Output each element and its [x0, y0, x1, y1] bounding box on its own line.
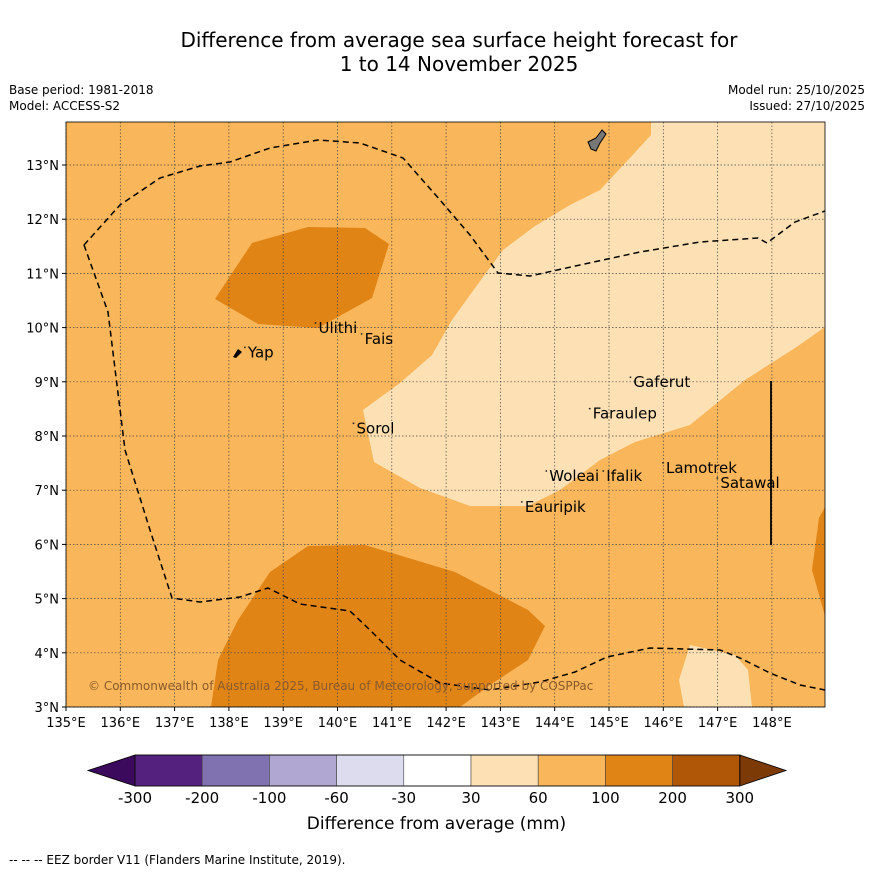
- title-line-1: Difference from average sea surface heig…: [180, 28, 738, 52]
- colorbar-extend-low: [86, 754, 136, 787]
- lat-tick-label: 3°N: [35, 701, 60, 716]
- eez-footnote: -- -- -- EEZ border V11 (Flanders Marine…: [9, 853, 346, 867]
- yap-island-icon: [233, 349, 242, 358]
- lat-tick-label: 11°N: [26, 267, 59, 282]
- lat-tick-label: 10°N: [26, 322, 59, 337]
- island-dot: [545, 470, 548, 472]
- region-100-200-south: [211, 545, 545, 707]
- lon-tick-label: 138°E: [209, 716, 249, 731]
- page-title: Difference from average sea surface heig…: [0, 28, 873, 76]
- colorbar-segment: [672, 754, 741, 787]
- lon-tick-label: 148°E: [752, 716, 792, 731]
- colorbar-tick-label: 100: [591, 789, 620, 807]
- place-label-woleai: Woleai: [549, 467, 599, 485]
- island-dot: [360, 332, 363, 335]
- place-label-ulithi: Ulithi: [318, 319, 357, 337]
- colorbar: -300 -200 -100 -60 -30 30 60 100 200 300: [86, 754, 788, 807]
- lon-tick-label: 142°E: [426, 716, 466, 731]
- colorbar-tick-label: -100: [252, 789, 286, 807]
- lon-tick-label: 137°E: [155, 716, 195, 731]
- lon-tick-label: 140°E: [318, 716, 358, 731]
- place-labels: Yap Ulithi Fais Sorol Gaferut Faraulep Woleai I…: [244, 319, 780, 516]
- colorbar-segment: [605, 754, 673, 787]
- island-dot: [314, 322, 317, 324]
- colorbar-tick-label: -30: [392, 789, 417, 807]
- lat-tick-label: 7°N: [35, 484, 60, 499]
- longitude-ticks: 135°E 136°E 137°E 138°E 139°E 140°E 141°E 142°E…: [46, 707, 792, 731]
- lon-tick-label: 141°E: [372, 716, 412, 731]
- island-dot: [244, 346, 246, 349]
- region-30-60-north: [363, 122, 825, 506]
- island-dot: [662, 461, 664, 464]
- colorbar-tick-label: -200: [185, 789, 219, 807]
- place-label-sorol: Sorol: [357, 419, 395, 437]
- map-frame: [65, 121, 826, 708]
- title-line-2: 1 to 14 November 2025: [339, 52, 579, 76]
- region-30-60-south: [679, 645, 752, 707]
- colorbar-segment: [403, 754, 472, 787]
- issued-date: Issued: 27/10/2025: [749, 99, 865, 113]
- island-dot: [588, 407, 591, 410]
- colorbar-segment: [201, 754, 270, 787]
- region-100-200-east: [812, 507, 825, 616]
- place-label-yap: Yap: [247, 343, 274, 361]
- colorbar-tick-label: 200: [658, 789, 687, 807]
- lat-tick-label: 12°N: [26, 213, 59, 228]
- base-period: Base period: 1981-2018: [9, 83, 154, 97]
- colorbar-tick-label: 30: [461, 789, 480, 807]
- colorbar-segment: [336, 754, 405, 787]
- island-dot: [602, 470, 605, 472]
- lat-tick-label: 6°N: [35, 538, 60, 553]
- lon-tick-label: 143°E: [481, 716, 521, 731]
- model-name: Model: ACCESS-S2: [9, 99, 121, 113]
- island-dot: [629, 376, 632, 379]
- lat-tick-label: 8°N: [35, 430, 60, 445]
- lon-tick-label: 145°E: [589, 716, 629, 731]
- place-label-lamotrek: Lamotrek: [666, 459, 737, 477]
- colorbar-tick-label: -60: [324, 789, 349, 807]
- colorbar-frame: [134, 754, 741, 787]
- place-label-faraulep: Faraulep: [593, 405, 657, 423]
- lat-tick-label: 5°N: [35, 593, 60, 608]
- colorbar-tick-label: 60: [529, 789, 548, 807]
- place-label-eauripik: Eauripik: [525, 498, 586, 516]
- place-label-ifalik: Ifalik: [606, 467, 642, 485]
- latitude-ticks: 3°N 4°N 5°N 6°N 7°N 8°N 9°N 10°N 11°N 12°N 13°N: [26, 159, 66, 716]
- lon-tick-label: 136°E: [101, 716, 141, 731]
- colorbar-segment: [470, 754, 539, 787]
- model-run: Model run: 25/10/2025: [727, 83, 865, 97]
- island-dot: [716, 477, 719, 479]
- copyright-text: © Commonwealth of Australia 2025, Bureau…: [88, 679, 593, 693]
- lon-tick-label: 139°E: [263, 716, 303, 731]
- lat-tick-label: 9°N: [35, 376, 60, 391]
- guam-island-icon: [587, 129, 607, 152]
- eez-border-north: [83, 139, 826, 277]
- colorbar-segment: [269, 754, 337, 787]
- region-100-200-north: [215, 227, 389, 328]
- island-dot: [520, 500, 523, 503]
- lon-tick-label: 135°E: [46, 716, 86, 731]
- colorbar-tick-label: 300: [725, 789, 754, 807]
- place-label-satawal: Satawal: [720, 474, 779, 492]
- place-label-gaferut: Gaferut: [633, 373, 690, 391]
- lon-tick-label: 144°E: [535, 716, 575, 731]
- map-panel: [65, 121, 826, 708]
- colorbar-segment: [134, 754, 203, 787]
- eez-border: [83, 244, 826, 691]
- island-dot: [352, 422, 355, 425]
- place-label-fais: Fais: [365, 330, 394, 348]
- colorbar-segment: [537, 754, 606, 787]
- lat-tick-label: 13°N: [26, 159, 59, 174]
- lon-tick-label: 147°E: [698, 716, 738, 731]
- colorbar-extend-high: [739, 754, 788, 787]
- colorbar-title: Difference from average (mm): [306, 814, 567, 834]
- lat-tick-label: 4°N: [35, 647, 60, 662]
- colorbar-tick-label: -300: [118, 789, 152, 807]
- lon-tick-label: 146°E: [644, 716, 684, 731]
